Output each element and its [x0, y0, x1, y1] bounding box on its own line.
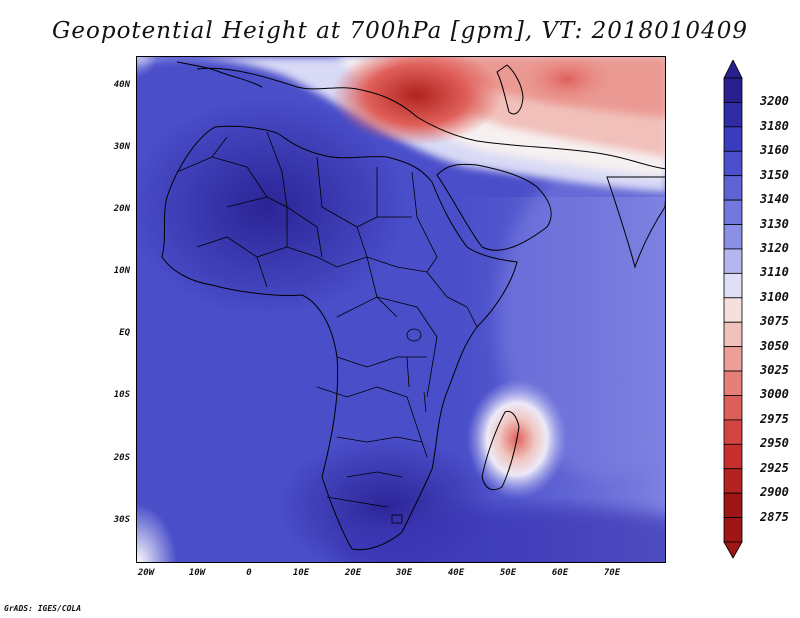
colorbar-level-label: 3025	[760, 363, 789, 378]
colorbar-swatch	[723, 321, 743, 348]
colorbar-level-label: 3000	[760, 387, 789, 402]
colorbar-swatch	[723, 492, 743, 518]
africa-coastline	[161, 125, 518, 551]
caspian-coastline	[496, 64, 524, 115]
lon-tick-20e: 20E	[344, 568, 362, 578]
colorbar-level-label: 3140	[760, 192, 789, 207]
colorbar-level-label: 3050	[760, 338, 789, 353]
colorbar-level-label: 3150	[760, 167, 789, 182]
colorbar-swatch	[723, 150, 743, 177]
sahara-high	[137, 97, 407, 317]
lat-tick-20s: 20S	[113, 453, 130, 463]
colorbar-level-label: 2975	[760, 411, 789, 426]
colorbar-level-label: 2875	[760, 509, 789, 524]
lon-tick-0: 0	[246, 568, 252, 578]
lon-tick-70e: 70E	[603, 568, 621, 578]
map-panel	[136, 56, 666, 563]
geopotential-map	[137, 57, 665, 562]
colorbar-swatch	[723, 370, 743, 396]
lat-tick-10s: 10S	[113, 390, 130, 400]
southern-ocean-belt	[337, 507, 665, 562]
colorbar-swatch	[723, 199, 743, 225]
lakes	[391, 328, 427, 524]
lat-tick-30n: 30N	[113, 142, 130, 152]
lon-tick-60e: 60E	[551, 568, 569, 578]
colorbar-arrow-top	[723, 60, 743, 79]
northwest-corner	[137, 57, 157, 77]
colorbar	[723, 60, 743, 559]
lake-malawi	[423, 391, 427, 413]
colorbar-swatch	[723, 77, 743, 103]
iberia-coastline	[176, 61, 263, 88]
colorbar-swatch	[723, 395, 743, 421]
colorbar-level-label: 3130	[760, 216, 789, 231]
colorbar-swatches	[723, 60, 743, 559]
colorbar-swatch	[723, 102, 743, 128]
colorbar-swatch	[723, 248, 743, 274]
lat-tick-10n: 10N	[113, 266, 130, 276]
colorbar-swatch	[723, 346, 743, 372]
colorbar-level-label: 3180	[760, 118, 789, 133]
turkey-low	[332, 57, 502, 145]
arabia-coastline	[436, 163, 552, 251]
coastlines	[161, 61, 665, 551]
colorbar-swatch	[723, 419, 743, 445]
lon-tick-10w: 10W	[188, 568, 206, 578]
colorbar-swatch	[723, 272, 743, 299]
lon-tick-20w: 20W	[137, 568, 155, 578]
colorbar-arrow-bottom	[723, 541, 743, 559]
colorbar-swatch	[723, 126, 743, 152]
colorbar-swatch	[723, 443, 743, 470]
madagascar-coastline	[481, 410, 520, 491]
india-coastline	[606, 176, 665, 269]
colorbar-swatch	[723, 297, 743, 323]
colorbar-level-label: 3075	[760, 314, 789, 329]
lat-tick-eq: EQ	[119, 328, 130, 338]
lon-tick-50e: 50E	[499, 568, 517, 578]
country-borders	[176, 131, 478, 508]
colorbar-level-label: 2925	[760, 460, 789, 475]
colorbar-swatch	[723, 517, 743, 543]
map-title: Geopotential Height at 700hPa [gpm], VT:…	[52, 18, 748, 44]
colorbar-level-label: 2950	[760, 436, 789, 451]
grads-credit: GrADS: IGES/COLA	[4, 604, 82, 613]
southwest-corner	[137, 504, 177, 562]
iran-low	[512, 57, 622, 109]
lon-tick-40e: 40E	[447, 568, 465, 578]
colorbar-swatch	[723, 175, 743, 201]
lake-victoria	[406, 328, 422, 342]
lake-tanganyika	[406, 356, 410, 388]
colorbar-level-label: 2900	[760, 485, 789, 500]
colorbar-level-label: 3110	[760, 265, 789, 280]
colorbar-swatch	[723, 468, 743, 494]
lon-tick-10e: 10E	[292, 568, 310, 578]
lon-tick-30e: 30E	[395, 568, 413, 578]
colorbar-level-label: 3200	[760, 94, 789, 109]
lat-tick-40n: 40N	[113, 80, 130, 90]
europe-coastline	[196, 67, 665, 170]
colorbar-swatch	[723, 224, 743, 250]
colorbar-level-label: 3160	[760, 143, 789, 158]
colorbar-level-label: 3120	[760, 240, 789, 255]
lesotho-outline	[391, 514, 403, 524]
lat-tick-30s: 30S	[113, 515, 130, 525]
lat-tick-20n: 20N	[113, 204, 130, 214]
colorbar-level-label: 3100	[760, 289, 789, 304]
